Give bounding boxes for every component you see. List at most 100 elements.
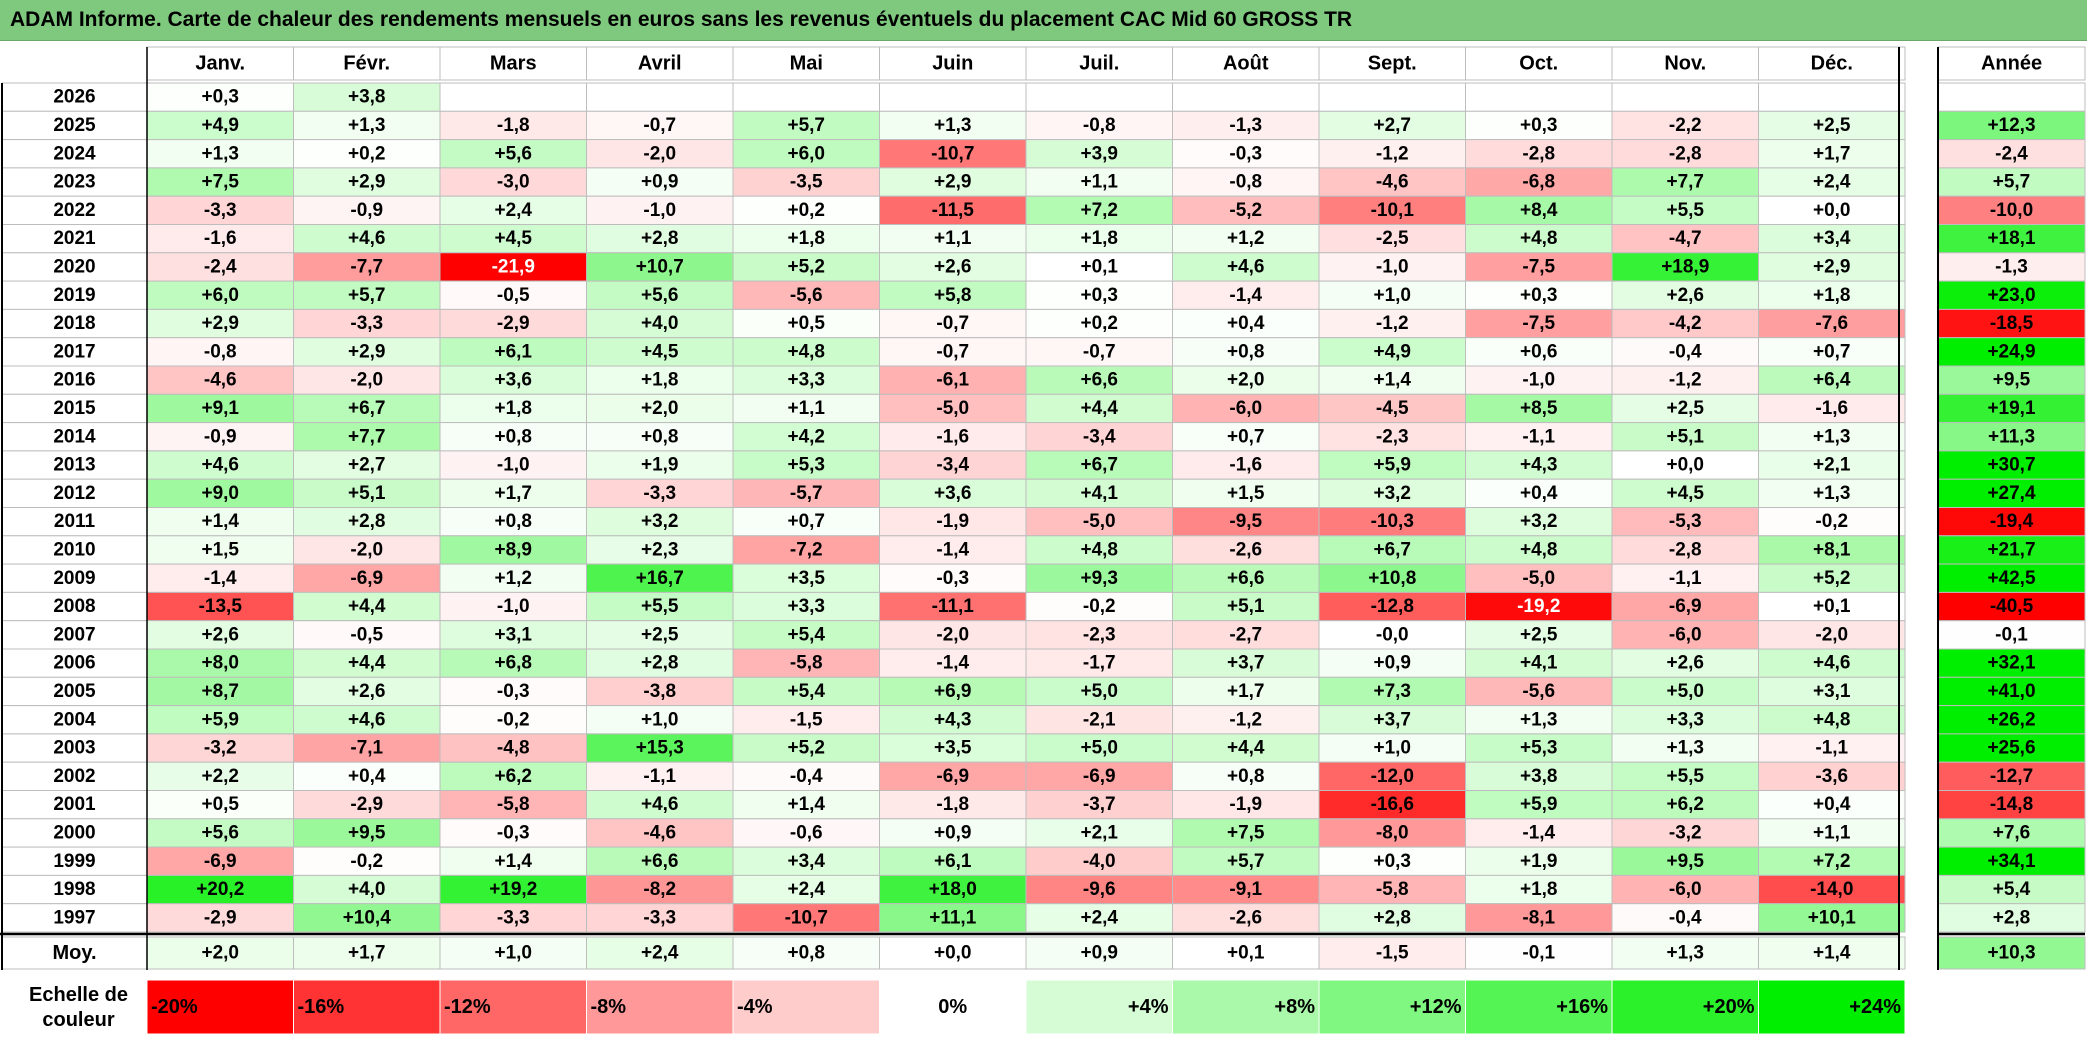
month-value: +4,8 xyxy=(1520,539,1558,560)
month-cell xyxy=(1611,224,1759,254)
month-value: -0,3 xyxy=(497,681,530,702)
month-cell xyxy=(1465,308,1613,339)
month-cell xyxy=(1318,591,1466,622)
month-cell xyxy=(1611,903,1759,933)
month-cell xyxy=(1758,648,1906,678)
month-value: -0,7 xyxy=(936,341,969,362)
month-header-label: Mars xyxy=(490,53,537,75)
month-value: +0,5 xyxy=(787,313,825,334)
month-cell xyxy=(1465,507,1613,537)
month-cell xyxy=(586,705,734,735)
month-value: -2,6 xyxy=(1229,907,1262,928)
month-value: +4,6 xyxy=(348,228,386,249)
month-cell xyxy=(439,224,587,254)
month-cell xyxy=(1758,705,1906,735)
month-header-cell xyxy=(439,46,587,81)
month-value: +20,2 xyxy=(196,879,244,900)
month-value: -9,1 xyxy=(1229,879,1262,900)
annual-value: +23,0 xyxy=(1987,285,2035,306)
month-value: +2,7 xyxy=(348,455,386,476)
month-value: -1,7 xyxy=(1083,653,1116,674)
scale-swatch xyxy=(1758,979,1906,1035)
month-value: +1,8 xyxy=(1520,879,1558,900)
month-value: +0,2 xyxy=(1080,313,1118,334)
month-cell xyxy=(1465,167,1613,197)
month-cell xyxy=(1172,337,1320,367)
month-cell xyxy=(1172,450,1320,480)
month-cell xyxy=(879,422,1027,452)
month-cell xyxy=(1172,507,1320,537)
month-value: +4,4 xyxy=(1080,398,1118,419)
year-label: 2006 xyxy=(53,653,95,674)
month-value: -6,0 xyxy=(1669,624,1702,645)
month-cell xyxy=(1318,563,1466,593)
month-value: -0,3 xyxy=(936,568,969,589)
month-value: -0,8 xyxy=(1229,172,1262,193)
month-cell xyxy=(879,280,1027,310)
annual-cell xyxy=(1937,620,2086,650)
month-cell xyxy=(1318,761,1466,792)
month-value: -1,5 xyxy=(790,709,823,730)
month-value: -19,2 xyxy=(1517,596,1560,617)
month-value: +2,5 xyxy=(1520,624,1558,645)
month-value: +1,4 xyxy=(494,851,532,872)
month-cell xyxy=(879,478,1027,509)
month-value: +4,2 xyxy=(787,426,825,447)
month-cell xyxy=(146,365,294,395)
month-cell xyxy=(586,818,734,848)
scale-swatch xyxy=(293,979,441,1035)
month-cell xyxy=(146,450,294,480)
month-value: -1,0 xyxy=(497,455,530,476)
month-value: +3,1 xyxy=(1813,681,1851,702)
annual-value: -40,5 xyxy=(1990,596,2034,617)
annual-value: +18,1 xyxy=(1987,228,2036,249)
month-value: +1,9 xyxy=(1520,851,1558,872)
average-cell xyxy=(1465,936,1613,970)
month-value: -1,1 xyxy=(643,766,676,787)
month-value: +1,9 xyxy=(641,455,679,476)
month-cell xyxy=(293,591,441,622)
average-value: +2,4 xyxy=(641,943,679,964)
month-cell xyxy=(1172,818,1320,848)
month-value: -8,0 xyxy=(1376,822,1409,843)
month-cell xyxy=(1465,365,1613,395)
annual-cell xyxy=(1937,365,2086,395)
month-value: +2,6 xyxy=(348,681,386,702)
month-value: +3,7 xyxy=(1227,653,1265,674)
month-value: -10,3 xyxy=(1371,511,1414,532)
average-value: +1,3 xyxy=(1666,943,1704,964)
month-value: -1,4 xyxy=(936,653,969,674)
month-value: -5,2 xyxy=(1229,200,1262,221)
month-cell xyxy=(293,620,441,650)
year-label: 2025 xyxy=(53,115,96,136)
month-cell xyxy=(879,224,1027,254)
month-value: +2,0 xyxy=(641,398,679,419)
month-value: -2,3 xyxy=(1376,426,1409,447)
average-cell xyxy=(879,936,1027,970)
month-value: -7,6 xyxy=(1815,313,1848,334)
month-cell xyxy=(1611,110,1759,141)
month-value: +6,6 xyxy=(1080,370,1118,391)
month-value: +16,7 xyxy=(636,568,684,589)
month-value: +2,3 xyxy=(641,539,679,560)
month-cell xyxy=(586,591,734,622)
month-value: +3,8 xyxy=(348,87,386,108)
month-cell xyxy=(293,535,441,565)
month-value: +3,5 xyxy=(934,738,972,759)
annual-value: +30,7 xyxy=(1987,455,2035,476)
month-cell xyxy=(1611,478,1759,509)
annual-value: -2,4 xyxy=(1995,143,2028,164)
month-cell xyxy=(293,422,441,452)
month-cell xyxy=(1172,790,1320,820)
month-cell xyxy=(293,224,441,254)
month-cell xyxy=(293,167,441,197)
month-cell xyxy=(586,761,734,792)
year-label: 2010 xyxy=(53,539,95,560)
annual-cell xyxy=(1937,705,2086,735)
month-cell xyxy=(293,507,441,537)
month-cell xyxy=(879,82,1027,112)
month-cell xyxy=(1465,82,1613,112)
scale-label-value: -12% xyxy=(444,996,491,1018)
month-cell xyxy=(439,733,587,763)
annual-value: -1,3 xyxy=(1995,256,2028,277)
